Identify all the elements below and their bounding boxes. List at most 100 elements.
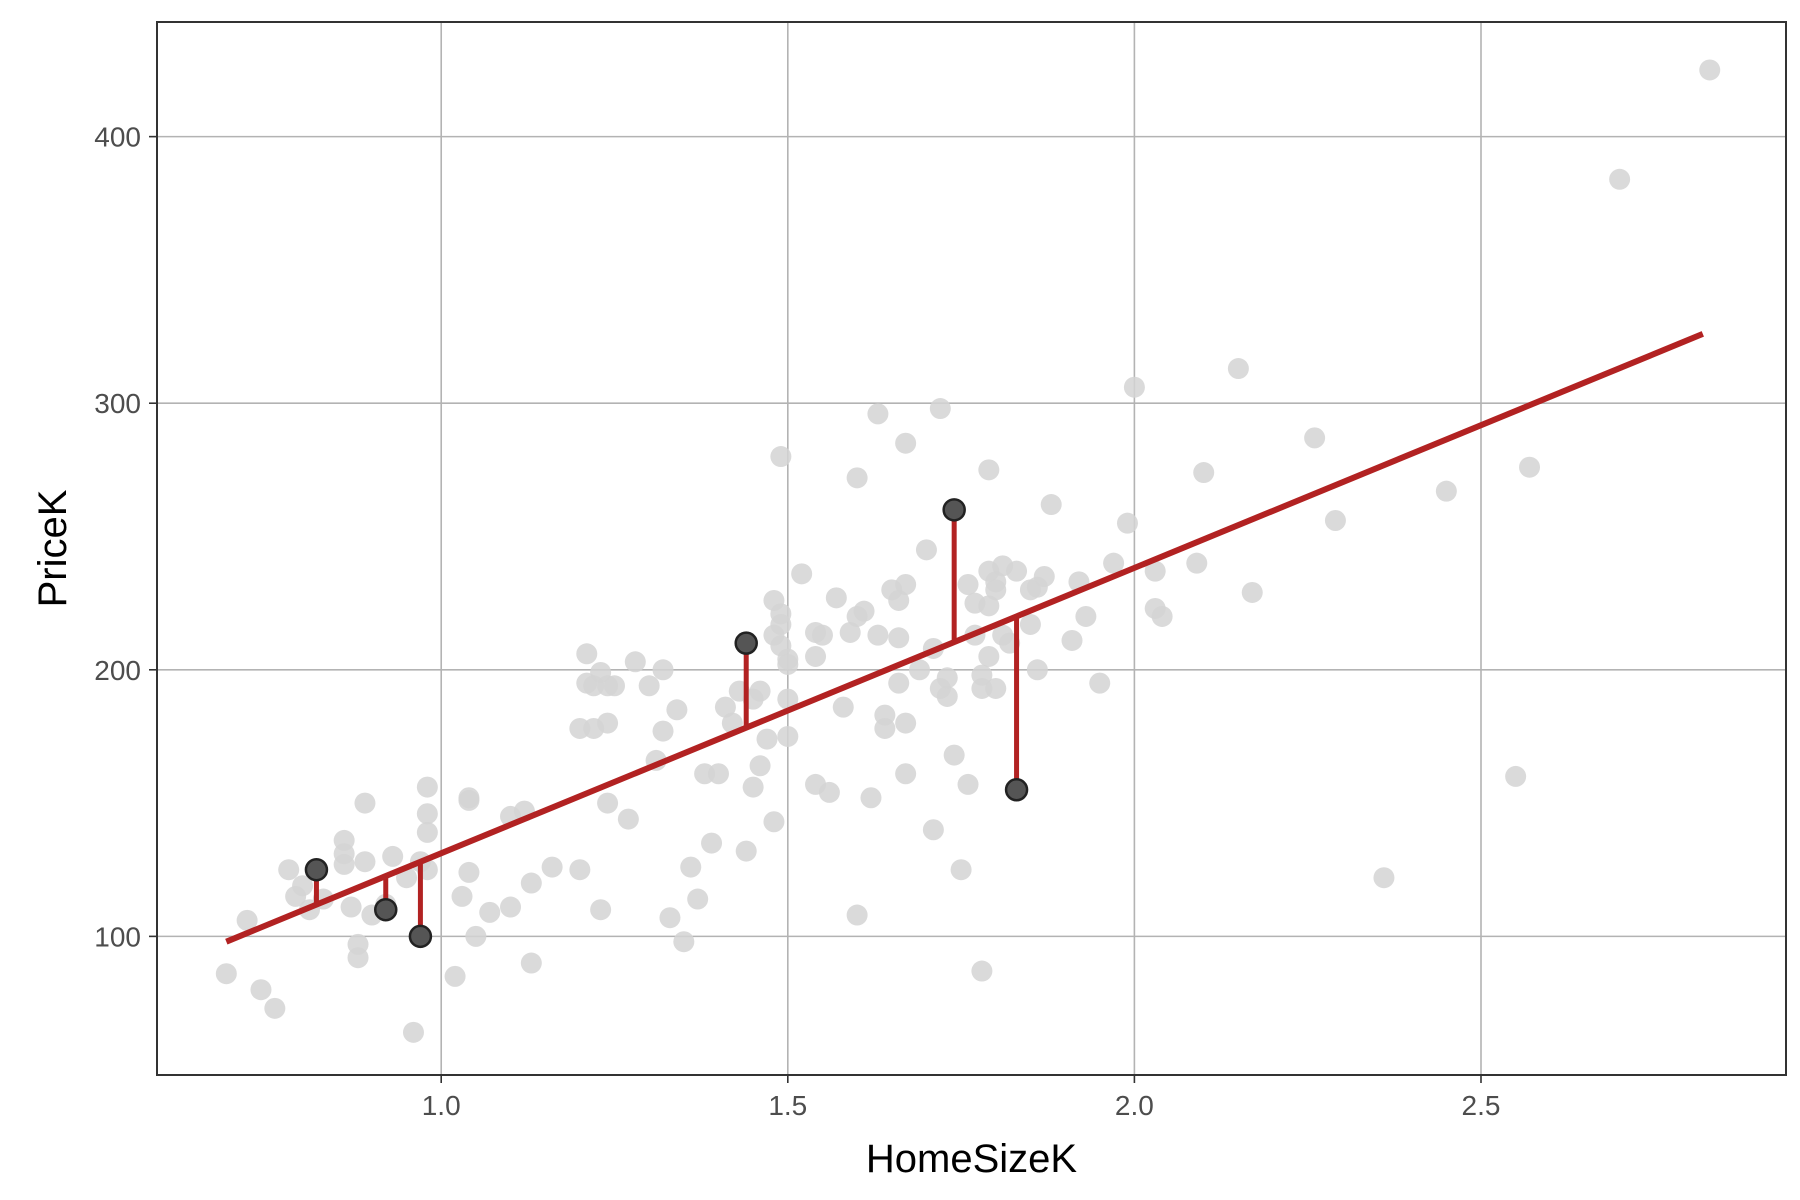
data-point [860, 787, 882, 809]
data-point [569, 859, 591, 881]
data-point [1151, 605, 1173, 627]
data-point [1304, 427, 1326, 449]
data-point [763, 811, 785, 833]
data-point [1241, 581, 1263, 603]
data-point [1006, 560, 1028, 582]
data-point [597, 712, 619, 734]
data-point [805, 645, 827, 667]
data-point [250, 979, 272, 1001]
data-point [340, 896, 362, 918]
data-point [1324, 510, 1346, 532]
data-point [264, 997, 286, 1019]
x-axis-title: HomeSizeK [866, 1137, 1078, 1181]
data-point [839, 621, 861, 643]
data-point [853, 600, 875, 622]
data-point [846, 904, 868, 926]
data-point [749, 680, 771, 702]
y-tick-label: 100 [94, 921, 141, 952]
data-point [971, 664, 993, 686]
data-point [624, 651, 646, 673]
data-point [673, 931, 695, 953]
data-point [770, 613, 792, 635]
data-point [735, 840, 757, 862]
data-point [638, 675, 660, 697]
data-point [576, 643, 598, 665]
data-point [680, 856, 702, 878]
data-point [597, 792, 619, 814]
data-point [1144, 560, 1166, 582]
data-point [985, 571, 1007, 593]
panel-border [156, 21, 1787, 1076]
data-point [701, 832, 723, 854]
y-tick-label: 200 [94, 655, 141, 686]
data-point [895, 432, 917, 454]
data-point [652, 720, 674, 742]
data-point [867, 624, 889, 646]
data-point [915, 539, 937, 561]
data-point [888, 589, 910, 611]
data-point [1505, 765, 1527, 787]
data-point [215, 963, 237, 985]
data-point [1033, 565, 1055, 587]
data-point [922, 819, 944, 841]
data-point [590, 899, 612, 921]
highlighted-point [408, 924, 433, 949]
y-tick-label: 400 [94, 122, 141, 153]
data-point [541, 856, 563, 878]
data-point [909, 659, 931, 681]
data-point [416, 776, 438, 798]
data-point [929, 398, 951, 420]
data-point [444, 965, 466, 987]
data-point [749, 755, 771, 777]
data-point [957, 773, 979, 795]
data-point [652, 659, 674, 681]
data-point [451, 885, 473, 907]
data-point [825, 587, 847, 609]
y-tick-label: 300 [94, 388, 141, 419]
data-point [500, 896, 522, 918]
data-point [978, 645, 1000, 667]
data-point [957, 573, 979, 595]
data-point [1061, 629, 1083, 651]
highlighted-point [1004, 778, 1029, 802]
data-point [402, 1021, 424, 1043]
data-point [1193, 462, 1215, 484]
data-point [666, 699, 688, 721]
data-point [936, 667, 958, 689]
data-point [1103, 552, 1125, 574]
data-point [707, 763, 729, 785]
data-point [895, 573, 917, 595]
data-point [895, 763, 917, 785]
data-point [1026, 659, 1048, 681]
data-point [777, 653, 799, 675]
data-point [943, 744, 965, 766]
data-point [867, 403, 889, 425]
data-point [1123, 376, 1145, 398]
data-point [846, 467, 868, 489]
data-point [777, 688, 799, 710]
data-point [888, 627, 910, 649]
highlighted-point [374, 897, 398, 922]
highlighted-point [304, 857, 329, 882]
data-point [1519, 456, 1541, 478]
data-point [465, 925, 487, 947]
data-point [416, 803, 438, 825]
data-point [520, 872, 542, 894]
axis-layer: 1.0 1.5 2.0 2.5 100 200 300 400 [94, 122, 1500, 1121]
x-tick-label: 1.0 [422, 1090, 461, 1121]
highlighted-point [942, 498, 966, 522]
data-point [278, 859, 300, 881]
data-point [520, 952, 542, 974]
data-point [617, 808, 639, 830]
highlighted-points-layer [304, 498, 1029, 949]
data-point [1075, 605, 1097, 627]
data-point [874, 717, 896, 739]
data-point [888, 672, 910, 694]
data-point [950, 859, 972, 881]
y-axis-title: PriceK [31, 489, 75, 607]
data-point [1699, 59, 1721, 81]
data-point [1227, 358, 1249, 380]
data-point [458, 787, 480, 809]
